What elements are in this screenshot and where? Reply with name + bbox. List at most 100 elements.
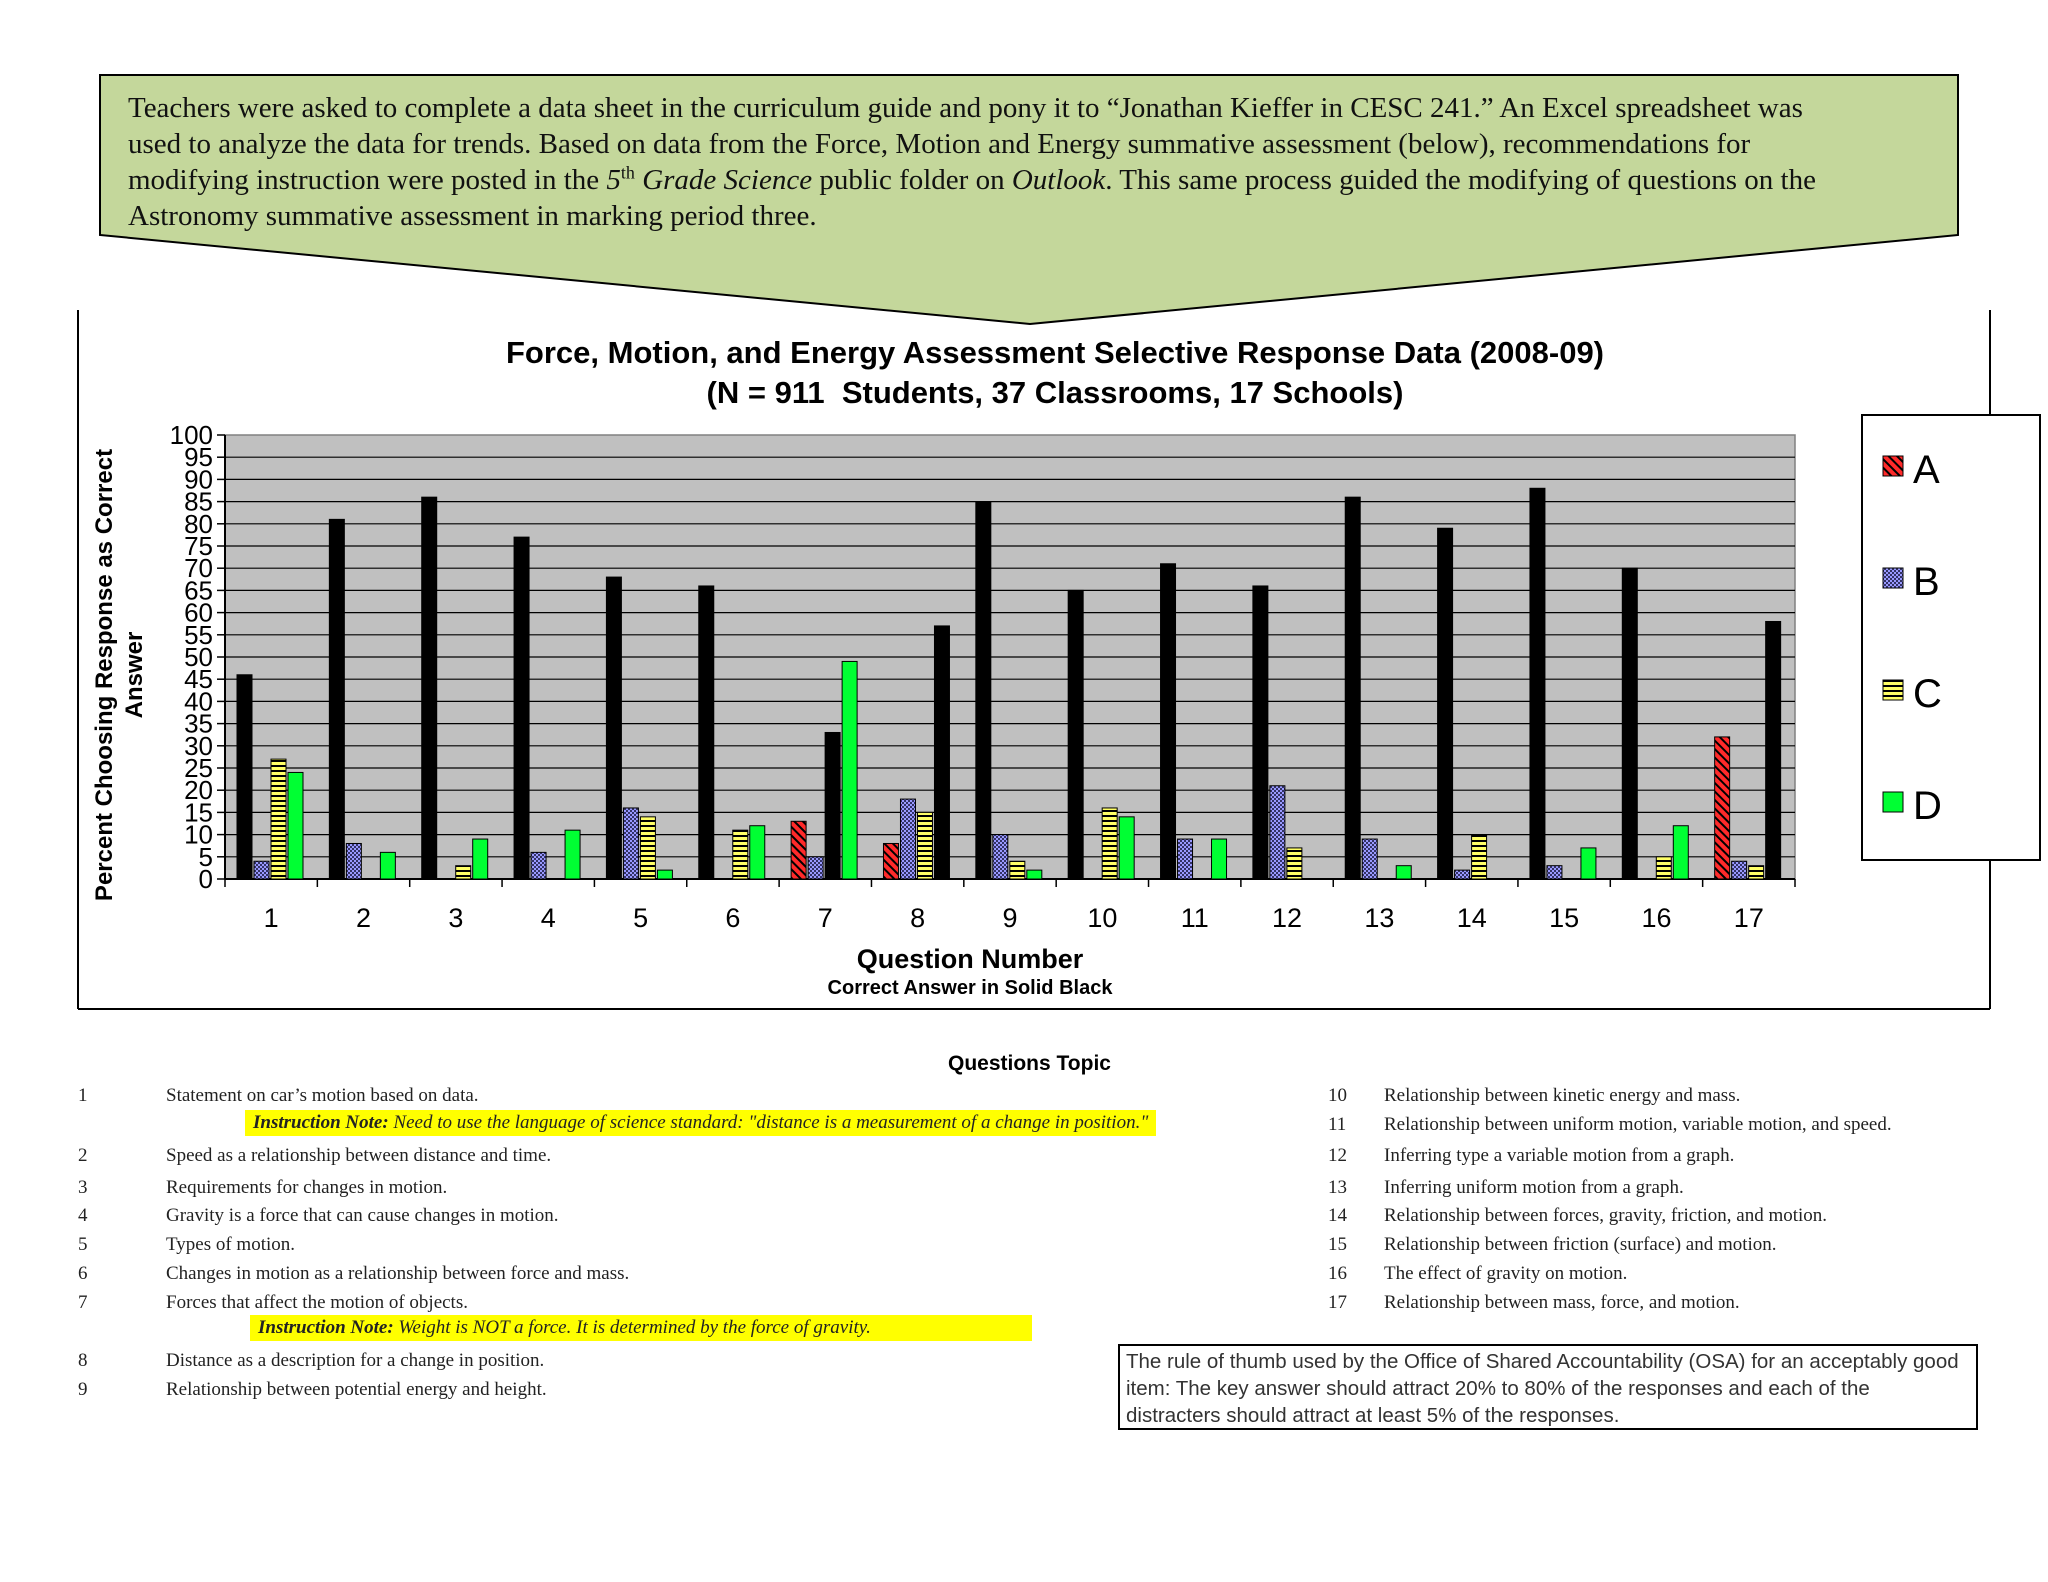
bar-q2-B bbox=[345, 842, 362, 880]
callout-line-4: Astronomy summative assessment in markin… bbox=[128, 200, 817, 232]
topic-number: 4 bbox=[78, 1205, 88, 1226]
x-tick-label: 5 bbox=[633, 903, 648, 933]
bar-q1-D bbox=[287, 771, 304, 880]
bar-q10-A bbox=[1067, 589, 1084, 880]
bar-q15-B bbox=[1546, 865, 1563, 880]
bar-q12-A bbox=[1252, 585, 1269, 880]
topic-number: 13 bbox=[1328, 1177, 1347, 1198]
bars bbox=[236, 487, 1782, 880]
bar-q1-C bbox=[270, 758, 287, 880]
x-tick-label: 4 bbox=[541, 903, 556, 933]
chart-title: Force, Motion, and Energy Assessment Sel… bbox=[506, 335, 1604, 370]
legend-box bbox=[1861, 414, 2041, 861]
x-tick-label: 13 bbox=[1364, 903, 1394, 933]
bar-q10-D bbox=[1118, 816, 1135, 880]
bar-q9-C bbox=[1009, 860, 1026, 880]
topic-number: 7 bbox=[78, 1292, 88, 1313]
y-tick-label: 60 bbox=[184, 598, 213, 628]
bar-q11-B bbox=[1177, 838, 1194, 880]
bar-q10-C bbox=[1101, 807, 1118, 880]
topic-number: 9 bbox=[78, 1379, 88, 1400]
x-tick-label: 1 bbox=[264, 903, 279, 933]
y-tick-labels: 0510152025303540455055606570758085909510… bbox=[170, 420, 213, 894]
topic-text: Forces that affect the motion of objects… bbox=[166, 1292, 468, 1313]
topic-number: 8 bbox=[78, 1350, 88, 1371]
y-tick-label: 90 bbox=[184, 464, 213, 494]
topic-text: Requirements for changes in motion. bbox=[166, 1177, 448, 1198]
legend-label-C: C bbox=[1913, 672, 1942, 716]
topic-number: 6 bbox=[78, 1263, 88, 1284]
topic-text: Relationship between uniform motion, var… bbox=[1384, 1114, 1892, 1135]
y-tick-label: 45 bbox=[184, 664, 213, 694]
topic-number: 11 bbox=[1328, 1114, 1347, 1135]
bar-q9-A bbox=[975, 501, 992, 880]
x-tick-label: 14 bbox=[1457, 903, 1487, 933]
bar-q1-A bbox=[236, 674, 253, 880]
bar-q8-D bbox=[933, 625, 950, 880]
x-axis-title: Question Number bbox=[857, 944, 1084, 974]
bar-q3-A bbox=[421, 496, 438, 880]
y-tick-label: 70 bbox=[184, 553, 213, 583]
y-tick-label: 75 bbox=[184, 531, 213, 561]
bar-q6-A bbox=[698, 585, 715, 880]
y-tick-label: 5 bbox=[199, 842, 213, 872]
bar-q3-D bbox=[472, 838, 489, 880]
x-tick-label: 2 bbox=[356, 903, 371, 933]
bar-q6-D bbox=[749, 825, 766, 880]
y-tick-label: 50 bbox=[184, 642, 213, 672]
bar-q4-D bbox=[564, 829, 581, 880]
bar-q17-D bbox=[1765, 620, 1782, 880]
topic-text: Relationship between forces, gravity, fr… bbox=[1384, 1205, 1828, 1226]
topic-text: Distance as a description for a change i… bbox=[166, 1350, 545, 1371]
topic-text: Relationship between kinetic energy and … bbox=[1384, 1085, 1741, 1106]
y-tick-label: 30 bbox=[184, 731, 213, 761]
bar-q5-B bbox=[622, 807, 639, 880]
y-tick-label: 55 bbox=[184, 620, 213, 650]
topic-text: The effect of gravity on motion. bbox=[1384, 1263, 1628, 1284]
bar-q9-B bbox=[992, 834, 1009, 880]
bar-q11-A bbox=[1160, 563, 1177, 880]
bar-q16-D bbox=[1672, 825, 1689, 880]
bar-q17-C bbox=[1748, 865, 1765, 880]
x-tick-label: 9 bbox=[1002, 903, 1017, 933]
callout-line-1: Teachers were asked to complete a data s… bbox=[128, 92, 1803, 124]
topic-text: Gravity is a force that can cause change… bbox=[166, 1205, 559, 1226]
y-tick-label: 35 bbox=[184, 709, 213, 739]
bar-q6-C bbox=[732, 829, 749, 880]
instruction-note-1: Instruction Note: Need to use the langua… bbox=[245, 1110, 1157, 1136]
bar-q12-C bbox=[1286, 847, 1303, 880]
legend: A B C D bbox=[1882, 448, 1942, 828]
callout-arrow-box bbox=[99, 74, 1959, 326]
bar-q15-A bbox=[1529, 487, 1546, 880]
topic-text: Inferring type a variable motion from a … bbox=[1384, 1145, 1735, 1166]
topic-number: 17 bbox=[1328, 1292, 1347, 1313]
bar-q5-A bbox=[605, 576, 622, 880]
rule-line-2: item: The key answer should attract 20% … bbox=[1126, 1377, 1870, 1400]
topic-number: 3 bbox=[78, 1177, 88, 1198]
bar-q8-C bbox=[916, 811, 933, 880]
y-tick-label: 10 bbox=[184, 820, 213, 850]
bar-q14-B bbox=[1454, 869, 1471, 880]
x-tick-label: 10 bbox=[1087, 903, 1117, 933]
x-tick-labels: 1 2 3 4 5 6 7 8 9 10 11 12 13 14 15 16 17 bbox=[264, 903, 1764, 933]
bar-q13-B bbox=[1361, 838, 1378, 880]
legend-swatch-C bbox=[1882, 679, 1904, 701]
topic-text: Relationship between friction (surface) … bbox=[1384, 1234, 1777, 1255]
x-tick-label: 12 bbox=[1272, 903, 1302, 933]
topic-text: Relationship between potential energy an… bbox=[166, 1379, 547, 1400]
bar-q2-D bbox=[379, 851, 396, 880]
bar-q16-A bbox=[1621, 567, 1638, 880]
topic-number: 16 bbox=[1328, 1263, 1347, 1284]
bar-chart: Force, Motion, and Energy Assessment Sel… bbox=[77, 310, 2041, 1010]
x-tick-label: 16 bbox=[1641, 903, 1671, 933]
bar-q8-B bbox=[899, 798, 916, 880]
topic-text: Relationship between mass, force, and mo… bbox=[1384, 1292, 1740, 1313]
y-axis-title-line-1: Percent Choosing Response as Correct bbox=[91, 449, 118, 901]
topic-text: Changes in motion as a relationship betw… bbox=[166, 1263, 630, 1284]
topic-text: Speed as a relationship between distance… bbox=[166, 1145, 552, 1166]
bar-q14-A bbox=[1437, 527, 1454, 880]
topic-text: Statement on car’s motion based on data. bbox=[166, 1085, 479, 1106]
bar-q1-B bbox=[253, 860, 270, 880]
legend-swatch-D bbox=[1882, 791, 1904, 813]
topics-heading: Questions Topic bbox=[948, 1052, 1111, 1075]
